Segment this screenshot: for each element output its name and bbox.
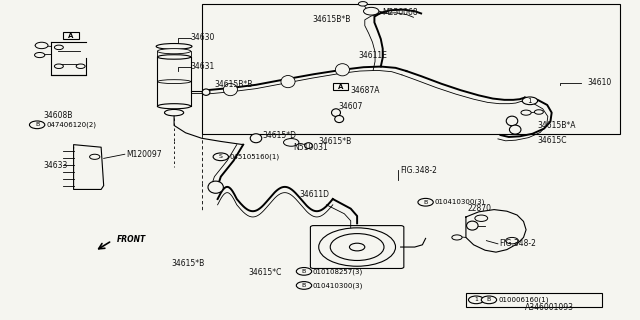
Text: 1: 1	[527, 98, 532, 104]
Ellipse shape	[467, 221, 478, 230]
Text: A: A	[68, 33, 74, 38]
Circle shape	[522, 97, 538, 105]
Circle shape	[364, 7, 379, 15]
Text: 34630: 34630	[191, 33, 215, 42]
Text: B: B	[487, 297, 491, 302]
Circle shape	[506, 237, 518, 244]
Circle shape	[475, 215, 488, 221]
Text: B: B	[424, 200, 428, 205]
Ellipse shape	[332, 109, 340, 116]
Text: 010410300(3): 010410300(3)	[313, 282, 364, 289]
Text: 34687A: 34687A	[351, 86, 380, 95]
Text: FIG.348-2: FIG.348-2	[400, 166, 437, 175]
Circle shape	[35, 52, 45, 58]
Ellipse shape	[305, 143, 312, 148]
Text: 34615C: 34615C	[538, 136, 567, 145]
Text: FIG.348-2: FIG.348-2	[499, 239, 536, 248]
Text: 34615B*B: 34615B*B	[312, 15, 351, 24]
Text: B: B	[302, 269, 306, 274]
Ellipse shape	[164, 109, 184, 116]
Text: 34607: 34607	[338, 102, 362, 111]
Circle shape	[54, 45, 63, 50]
Text: 045105160(1): 045105160(1)	[230, 154, 280, 160]
Bar	[333, 83, 348, 90]
Text: M250068: M250068	[383, 8, 419, 17]
Circle shape	[296, 268, 312, 275]
Text: 34615*C: 34615*C	[248, 268, 282, 277]
Circle shape	[481, 296, 497, 304]
Ellipse shape	[250, 134, 262, 143]
Ellipse shape	[157, 104, 191, 109]
Text: 22870: 22870	[467, 204, 492, 212]
Circle shape	[76, 64, 85, 68]
Text: 34611E: 34611E	[358, 51, 387, 60]
Circle shape	[90, 154, 100, 159]
Text: 34615*B: 34615*B	[172, 259, 205, 268]
FancyBboxPatch shape	[310, 226, 404, 268]
Text: B: B	[302, 283, 306, 288]
Text: B: B	[35, 122, 39, 127]
Text: N510031: N510031	[293, 143, 328, 152]
Circle shape	[284, 139, 299, 146]
Text: 34610: 34610	[588, 78, 612, 87]
Circle shape	[452, 235, 462, 240]
Text: 34615B*A: 34615B*A	[538, 121, 576, 130]
Circle shape	[213, 153, 228, 161]
Ellipse shape	[223, 84, 237, 96]
Circle shape	[330, 234, 384, 260]
Circle shape	[534, 110, 543, 114]
Circle shape	[296, 282, 312, 289]
Text: 34615*D: 34615*D	[262, 131, 296, 140]
Text: 34608B: 34608B	[44, 111, 73, 120]
Circle shape	[29, 121, 45, 129]
Circle shape	[319, 228, 396, 266]
Text: 1: 1	[474, 297, 478, 302]
Text: 34633: 34633	[44, 161, 68, 170]
Ellipse shape	[157, 49, 191, 54]
Bar	[63, 32, 79, 39]
Ellipse shape	[208, 181, 223, 193]
Text: A346001093: A346001093	[525, 303, 574, 312]
Text: 010006160(1): 010006160(1)	[499, 297, 549, 303]
Text: 047406120(2): 047406120(2)	[46, 122, 96, 128]
Circle shape	[349, 243, 365, 251]
Circle shape	[358, 2, 367, 6]
Text: S: S	[219, 154, 223, 159]
Circle shape	[54, 64, 63, 68]
Ellipse shape	[156, 44, 192, 49]
Text: 34631: 34631	[191, 62, 215, 71]
Bar	[202, 4, 620, 134]
Circle shape	[521, 110, 531, 115]
Ellipse shape	[335, 64, 349, 76]
Ellipse shape	[506, 116, 518, 126]
Text: 34615*B: 34615*B	[319, 137, 352, 146]
Ellipse shape	[281, 76, 295, 88]
Text: M120097: M120097	[127, 150, 163, 159]
Circle shape	[35, 42, 48, 49]
Text: 010108257(3): 010108257(3)	[313, 268, 364, 275]
Text: 34611D: 34611D	[300, 190, 330, 199]
Ellipse shape	[157, 55, 191, 59]
Text: A: A	[338, 84, 343, 90]
Ellipse shape	[509, 125, 521, 134]
Bar	[466, 293, 602, 307]
Circle shape	[468, 296, 484, 304]
Circle shape	[418, 198, 433, 206]
Text: FRONT: FRONT	[116, 235, 146, 244]
Ellipse shape	[202, 89, 210, 95]
Text: 34615B*B: 34615B*B	[214, 80, 253, 89]
Ellipse shape	[335, 116, 344, 123]
Text: 010410300(3): 010410300(3)	[435, 199, 485, 205]
